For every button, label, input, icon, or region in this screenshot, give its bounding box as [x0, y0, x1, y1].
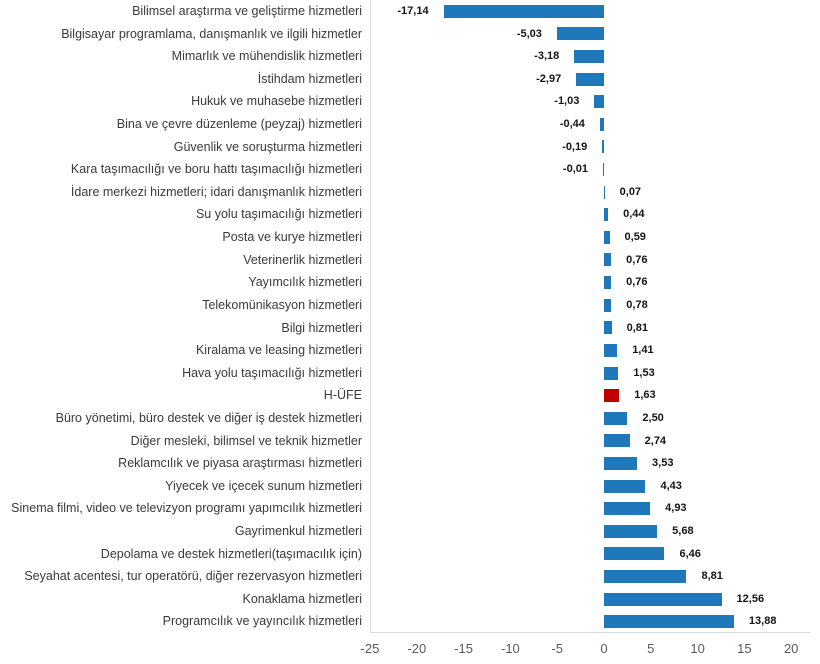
category-label: Büro yönetimi, büro destek ve diğer iş d…	[55, 410, 362, 425]
value-label: 1,53	[633, 366, 655, 379]
value-label: 4,43	[660, 479, 682, 492]
bar	[604, 230, 610, 244]
value-label: -17,14	[397, 5, 429, 17]
category-label: Bina ve çevre düzenleme (peyzaj) hizmetl…	[116, 117, 362, 132]
x-axis-tick-label: -5	[551, 641, 563, 656]
bar	[443, 4, 604, 18]
category-label: Veterinerlik hizmetleri	[243, 252, 362, 267]
value-label: 2,74	[644, 434, 667, 447]
category-label: İstihdam hizmetleri	[257, 71, 362, 86]
value-label: 0,78	[626, 298, 648, 311]
bar	[604, 276, 612, 290]
value-label: 0,81	[626, 321, 648, 334]
x-axis-tick-label: 15	[737, 641, 752, 656]
x-axis-tick-label: 5	[647, 641, 655, 656]
plot-area	[370, 0, 810, 633]
bar	[602, 140, 604, 154]
category-label: Bilgisayar programlama, danışmanlık ve i…	[61, 26, 362, 41]
value-label: 1,63	[634, 389, 656, 402]
bar	[604, 411, 628, 425]
category-label: Kiralama ve leasing hizmetleri	[195, 343, 362, 358]
category-label: H-ÜFE	[323, 388, 362, 403]
bar	[604, 547, 665, 561]
value-label: 13,88	[748, 615, 777, 628]
bar	[604, 456, 638, 470]
value-label: 0,44	[623, 208, 645, 221]
value-label: 0,76	[626, 253, 648, 266]
category-label: Reklamcılık ve piyasa araştırması hizmet…	[118, 456, 362, 471]
bar-highlight	[604, 389, 620, 403]
bar	[604, 479, 646, 493]
value-label: 2,50	[642, 411, 664, 424]
category-label: Programcılık ve yayıncılık hizmetleri	[162, 614, 362, 629]
bar	[594, 95, 604, 109]
bar	[604, 502, 651, 516]
value-label: 0,59	[624, 231, 646, 244]
bar	[604, 298, 612, 312]
category-label: Konaklama hizmetleri	[242, 591, 363, 606]
category-label: Bilgi hizmetleri	[281, 320, 362, 335]
value-label: -0,01	[562, 163, 588, 176]
bar	[574, 50, 604, 64]
value-label: -0,44	[559, 118, 585, 131]
bar	[604, 321, 612, 335]
category-label: Gayrimenkul hizmetleri	[234, 523, 362, 538]
x-axis-tick-label: 0	[600, 641, 608, 656]
x-axis-tick-label: -15	[454, 641, 473, 656]
category-label: Hukuk ve muhasebe hizmetleri	[191, 94, 362, 109]
category-label: Posta ve kurye hizmetleri	[222, 230, 362, 245]
x-axis-tick-label: -10	[500, 641, 520, 656]
category-label: Bilimsel araştırma ve geliştirme hizmetl…	[132, 4, 362, 18]
category-label: Sinema filmi, video ve televizyon progra…	[11, 501, 362, 516]
x-axis-tick-label: -25	[360, 641, 380, 656]
bar	[604, 434, 630, 448]
category-label: Depolama ve destek hizmetleri(taşımacılı…	[100, 546, 362, 561]
category-label: Kara taşımacılığı ve boru hattı taşımacı…	[70, 162, 362, 177]
value-label: 6,46	[679, 547, 701, 560]
category-label: Yiyecek ve içecek sunum hizmetleri	[165, 478, 362, 493]
value-label: 0,07	[619, 185, 642, 198]
value-label: -0,19	[562, 140, 588, 153]
category-label: Güvenlik ve soruşturma hizmetleri	[173, 139, 362, 154]
bar	[604, 208, 609, 222]
bar	[604, 569, 687, 583]
value-label: -3,18	[534, 50, 560, 63]
bar	[604, 615, 734, 629]
bar	[604, 592, 722, 606]
category-label: Yayımcılık hizmetleri	[248, 275, 362, 290]
value-label: 3,53	[652, 457, 674, 470]
category-label: Mimarlık ve mühendislik hizmetleri	[171, 49, 362, 64]
value-label: 1,41	[632, 344, 654, 357]
value-label: 5,68	[672, 524, 694, 537]
bar	[604, 185, 605, 199]
bar	[599, 117, 604, 131]
value-label: -5,03	[516, 27, 542, 40]
value-label: 8,81	[701, 570, 723, 583]
bar	[604, 253, 612, 267]
category-label: Seyahat acentesi, tur operatörü, diğer r…	[24, 569, 362, 584]
value-label: 4,93	[665, 502, 687, 515]
category-label: Hava yolu taşımacılığı hizmetleri	[182, 365, 362, 380]
value-label: -2,97	[536, 72, 562, 85]
category-label: Telekomünikasyon hizmetleri	[202, 297, 362, 312]
bar	[604, 366, 619, 380]
bar	[576, 72, 604, 86]
bar	[604, 343, 618, 357]
x-axis-tick-label: 20	[783, 641, 799, 656]
category-label: İdare merkezi hizmetleri; idari danışman…	[70, 184, 362, 199]
x-axis-tick-label: -20	[407, 641, 427, 656]
value-label: 0,76	[626, 276, 648, 289]
bar	[556, 27, 604, 41]
value-label: 12,56	[736, 592, 765, 605]
bar	[603, 163, 604, 177]
category-label: Diğer mesleki, bilimsel ve teknik hizmet…	[130, 433, 362, 448]
category-label: Su yolu taşımacılığı hizmetleri	[195, 207, 362, 222]
value-label: -1,03	[554, 95, 580, 108]
bar	[604, 524, 658, 538]
x-axis-tick-label: 10	[690, 641, 705, 656]
